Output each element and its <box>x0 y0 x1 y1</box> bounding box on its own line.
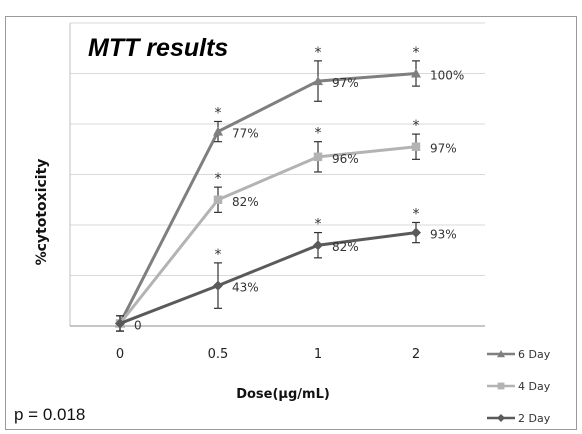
legend-entry: 4 Day <box>487 380 551 393</box>
x-tick-label: 1 <box>314 347 322 362</box>
x-axis-label: Dose(µg/mL) <box>236 387 330 402</box>
significance-star: * <box>413 45 420 61</box>
series-line <box>118 72 417 325</box>
significance-star: * <box>413 118 420 134</box>
legend-label: 2 Day <box>518 412 551 425</box>
point-marker <box>213 280 223 291</box>
chart-title: MTT results <box>88 34 228 62</box>
data-label: 77% <box>232 127 259 141</box>
series-2-day: * 43% * 82% * 93% <box>115 206 457 332</box>
significance-star: * <box>315 126 322 142</box>
axes <box>69 23 485 327</box>
point-marker <box>313 76 323 86</box>
point-marker <box>497 350 505 358</box>
data-label: 93% <box>430 228 457 242</box>
point-marker <box>115 318 125 329</box>
data-label: 82% <box>332 240 359 254</box>
data-label: 96% <box>332 152 359 166</box>
significance-star: * <box>215 171 222 187</box>
series-layer: 0 * 77% * 97% * 100% * 82% * 96% * 97% * 43% * 82% * 93% <box>115 45 464 332</box>
significance-star: * <box>315 217 322 233</box>
point-marker <box>213 195 223 204</box>
y-axis-label: %cytotoxicity <box>34 159 50 266</box>
legend-label: 4 Day <box>518 380 551 393</box>
data-label: 0 <box>134 318 142 332</box>
data-label: 82% <box>232 195 259 209</box>
point-marker <box>313 240 323 251</box>
point-marker <box>411 227 421 238</box>
chart-frame <box>5 16 577 430</box>
point-marker <box>497 414 505 422</box>
data-label: 43% <box>232 281 259 295</box>
data-label: 100% <box>430 69 464 83</box>
significance-star: * <box>215 105 222 121</box>
legend-entry: 6 Day <box>487 348 551 361</box>
legend-entry: 2 Day <box>487 412 551 425</box>
x-tick-label: 0 <box>116 347 124 362</box>
series-line <box>119 231 417 325</box>
significance-star: * <box>215 247 222 263</box>
point-marker <box>213 126 223 136</box>
data-label: 97% <box>332 76 359 90</box>
point-marker <box>313 152 323 162</box>
series-line <box>118 145 417 325</box>
point-marker <box>411 68 421 78</box>
p-value-note: p = 0.018 <box>14 405 85 424</box>
significance-star: * <box>413 206 420 222</box>
legend-label: 6 Day <box>518 348 551 361</box>
data-label: 97% <box>430 142 457 156</box>
x-tick-label: 2 <box>412 347 420 362</box>
x-tick-labels: 0 0.5 1 2 <box>116 347 420 362</box>
point-marker <box>497 382 505 390</box>
point-marker <box>411 142 421 151</box>
significance-star: * <box>315 45 322 61</box>
legend: 6 Day 4 Day 2 Day <box>487 348 551 425</box>
x-tick-label: 0.5 <box>208 347 229 362</box>
